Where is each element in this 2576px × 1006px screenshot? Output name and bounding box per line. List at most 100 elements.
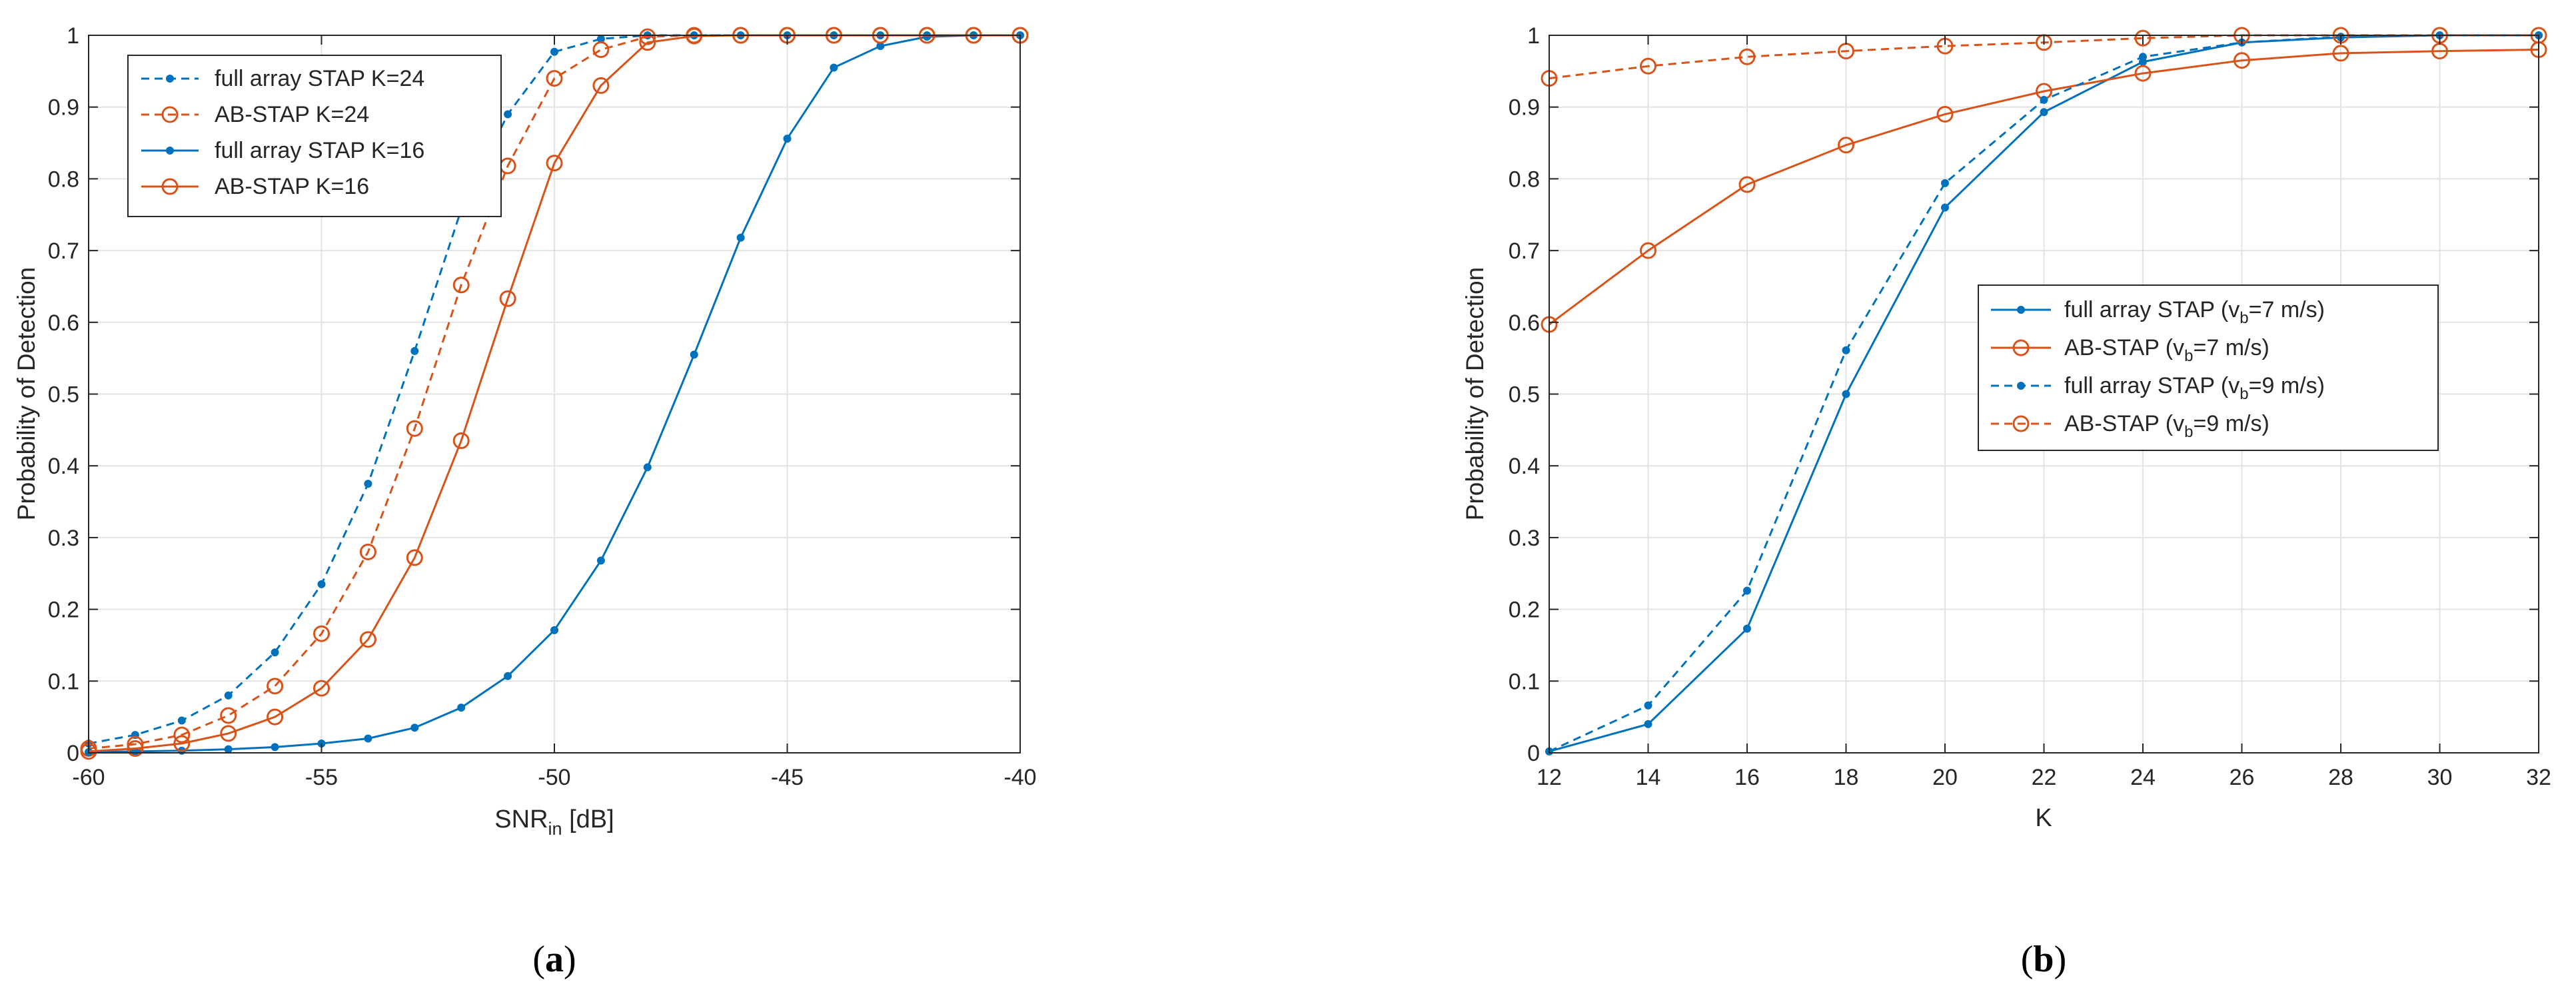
caption-a: (a) (532, 939, 576, 980)
chart-a-series-2-point (359, 543, 376, 560)
chart-a-series-4-point (359, 631, 376, 648)
chart-b-legend-entry-3: full array STAP (vb=9 m/s) (2064, 373, 2325, 403)
chart-a-series-4-point (220, 725, 237, 742)
chart-b-series-2-point (2332, 45, 2349, 62)
chart-a-series-4-point (127, 740, 144, 757)
chart-a-series-4-point (313, 680, 330, 697)
chart-b-y-tick-label: 0.1 (1509, 669, 1540, 694)
chart-b-series-2-point (1738, 176, 1756, 193)
chart-b-series-3-point (1644, 701, 1652, 710)
chart-b-x-tick-label: 26 (2230, 765, 2255, 790)
chart-b-legend-entry-2-post: =7 m/s) (2193, 335, 2269, 360)
chart-b-legend-entry-4-post: =9 m/s) (2193, 411, 2269, 436)
chart-a-series-1-point (224, 691, 233, 700)
chart-a-y-tick-label: 0.2 (48, 598, 79, 623)
chart-b-x-tick-label: 14 (1636, 765, 1661, 790)
chart-b-series-2-point (1838, 137, 1854, 154)
chart-a-series-4-point (406, 549, 423, 566)
chart-a-legend-marker-1 (166, 75, 174, 83)
chart-b-y-tick-label: 0.8 (1509, 167, 1540, 192)
chart-b-x-tick-label: 24 (2130, 765, 2156, 790)
chart-b-legend-marker-3 (2017, 382, 2025, 390)
chart-a-series-2-point (406, 420, 423, 437)
chart-a-legend-marker-4 (161, 178, 179, 195)
chart-b-y-tick-label: 0.2 (1509, 598, 1540, 623)
chart-a-y-tick-label: 0.4 (48, 454, 79, 479)
chart-b-series-1-point (2040, 108, 2048, 117)
chart-a-series-1-point (317, 580, 326, 588)
chart-a-series-2-line (88, 34, 1020, 750)
chart-a-series-3-point (271, 743, 279, 752)
chart-b-y-tick-label: 0.5 (1509, 382, 1540, 408)
chart-a-series-3-point (643, 463, 652, 472)
chart-b-series-2-point (2134, 65, 2152, 82)
chart-b-x-tick-label: 32 (2526, 765, 2551, 790)
chart-a-x-tick-label: -60 (72, 765, 105, 790)
chart-a-series-3-point (364, 734, 372, 743)
chart-a-series-1-point (550, 47, 558, 56)
chart-a-legend: full array STAP K=24 AB-STAP K=24 full a… (127, 55, 502, 217)
chart-b-legend-entry-4: AB-STAP (vb=9 m/s) (2064, 411, 2269, 441)
chart-b-legend-entry-1-post: =7 m/s) (2249, 297, 2325, 322)
chart-a-series-4-point (173, 735, 191, 752)
chart-a-series-4-point (452, 432, 470, 450)
chart-a-series-4-point (546, 155, 563, 172)
chart-b-x-tick-label: 30 (2427, 765, 2453, 790)
chart-a-y-tick-label: 0 (67, 741, 79, 766)
chart-b-y-tick-label: 0.4 (1509, 454, 1540, 479)
chart-a-legend-entry-1: full array STAP K=24 (215, 66, 424, 91)
chart-b-legend-entry-3-sub: b (2240, 385, 2248, 403)
chart-b-legend-entry-4-sub: b (2184, 423, 2193, 441)
chart-a-series-3-point (783, 135, 792, 143)
chart-a-x-tick-label: -55 (305, 765, 338, 790)
chart-a-series-3-point (410, 724, 419, 732)
chart-a-legend-swatches (141, 75, 199, 195)
chart-a-series-3-point (736, 233, 745, 242)
caption-b: (b) (2021, 939, 2066, 980)
chart-b-legend-box (1978, 284, 2439, 451)
chart-a-series-2-point (592, 41, 610, 59)
chart-a-series-4-point (592, 77, 610, 94)
caption-b-letter: b (2033, 939, 2054, 980)
chart-b-series-3-point (2139, 53, 2147, 61)
chart-a-y-tick-label: 0.8 (48, 167, 79, 192)
chart-a-y-tick-label: 0.6 (48, 310, 79, 336)
chart-b-x-axis-label: K (2035, 804, 2052, 832)
chart-a-series-2-point (267, 678, 284, 695)
chart-a-series-3-point (457, 704, 466, 712)
chart-a-x-tick-label: -45 (771, 765, 804, 790)
chart-b-series-4-point (2134, 29, 2152, 47)
chart-b-y-tick-label: 1 (1527, 23, 1540, 49)
chart-a-legend-entry-4: AB-STAP K=16 (215, 174, 369, 199)
chart-a-series-3-point (923, 33, 932, 41)
chart-b-legend-marker-1 (2017, 306, 2025, 314)
chart-b-legend-entry-2: AB-STAP (vb=7 m/s) (2064, 335, 2269, 365)
chart-a-y-tick-label: 0.5 (48, 382, 79, 408)
chart-b-legend-entry-2-pre: AB-STAP (v (2064, 335, 2184, 360)
chart-a-legend-entry-2: AB-STAP K=24 (215, 102, 369, 127)
chart-b-series-2-point (2234, 52, 2250, 69)
chart-b-legend-entry-1: full array STAP (vb=7 m/s) (2064, 297, 2325, 327)
chart-b-series-1-point (1644, 720, 1652, 728)
chart-b-x-tick-label: 22 (2032, 765, 2057, 790)
chart-a-y-tick-label: 0.7 (48, 239, 79, 264)
chart-b-series-2-line (1549, 49, 2539, 326)
chart-a-series-2-point (639, 28, 656, 45)
chart-b-x-tick-label: 28 (2328, 765, 2353, 790)
chart-a-legend-marker-2 (161, 106, 179, 123)
caption-a-letter: a (545, 939, 564, 980)
chart-b-y-axis-label: Probability of Detection (1461, 267, 1489, 520)
chart-a-series-3-point (596, 556, 605, 565)
chart-a-series-2-point (546, 70, 563, 87)
chart-b-legend-entry-3-pre: full array STAP (v (2064, 373, 2240, 398)
chart-a-legend-marker-3 (166, 147, 174, 155)
chart-b-x-tick-label: 18 (1834, 765, 1859, 790)
chart-b-series-1-point (1941, 203, 1949, 212)
chart-a-series-4-point (499, 290, 516, 307)
chart-a-series-3-point (830, 63, 838, 72)
chart-b-series-1-point (1743, 624, 1751, 633)
chart-b-legend-entry-1-sub: b (2240, 309, 2248, 327)
chart-b-legend-marker-2 (2012, 339, 2030, 356)
chart-a-series-4-point (267, 708, 284, 726)
